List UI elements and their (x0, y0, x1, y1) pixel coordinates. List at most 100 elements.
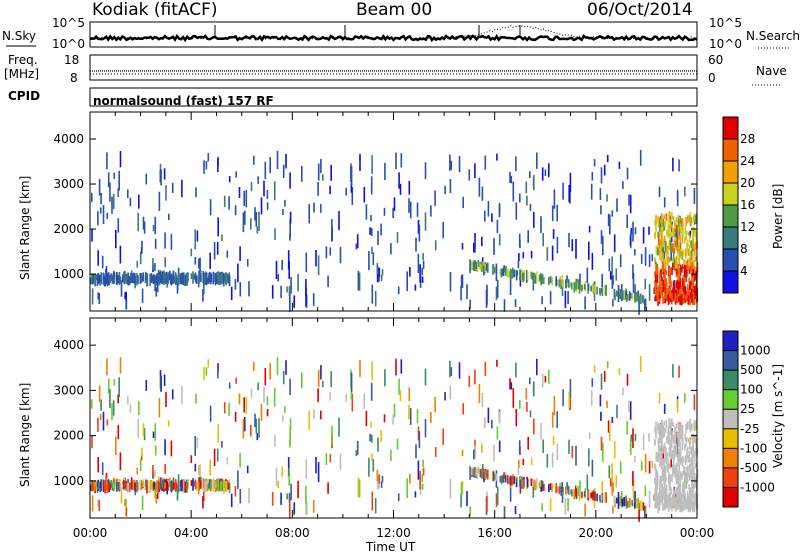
power-mark (174, 272, 177, 284)
power-mark (679, 274, 681, 282)
power-mark (567, 291, 569, 305)
velocity-mark (676, 399, 679, 413)
power-mark (96, 273, 99, 286)
velocity-mark (118, 377, 120, 397)
power-mark (675, 244, 678, 251)
velocity-mark (674, 503, 677, 512)
power-mark (533, 272, 536, 284)
velocity-mark (485, 470, 488, 478)
power-mark (374, 291, 377, 307)
velocity-mark (227, 480, 229, 490)
power-mark (543, 277, 545, 284)
power-mark (159, 270, 162, 283)
velocity-mark (549, 483, 552, 491)
power-ytick-label: 4000 (53, 132, 84, 146)
velocity-mark (450, 367, 453, 377)
power-mark (419, 264, 421, 283)
velocity-mark (625, 502, 628, 509)
power-mark (667, 290, 670, 300)
power-mark (540, 216, 542, 233)
power-mark (493, 238, 495, 255)
velocity-mark (682, 495, 685, 506)
power-mark (512, 181, 515, 202)
velocity-mark (121, 484, 124, 490)
velocity-mark (158, 398, 161, 418)
power-mark (368, 251, 370, 271)
power-mark (495, 286, 498, 301)
power-mark (216, 275, 218, 283)
power-mark (656, 274, 659, 283)
power-mark (566, 275, 568, 283)
power-mark (250, 182, 253, 192)
velocity-mark (692, 502, 695, 509)
power-mark (671, 243, 674, 253)
velocity-mark (408, 387, 411, 402)
velocity-mark (612, 506, 614, 514)
power-mark (351, 187, 354, 205)
power-mark (408, 180, 411, 195)
power-mark (99, 274, 102, 282)
velocity-mark (91, 480, 93, 489)
power-mark (653, 287, 655, 294)
velocity-mark (380, 481, 383, 488)
velocity-mark (97, 456, 99, 473)
power-mark (190, 248, 193, 257)
power-mark (97, 292, 99, 300)
power-mark (478, 177, 481, 197)
power-mark (228, 176, 231, 183)
velocity-mark (117, 424, 120, 440)
velocity-mark (458, 362, 461, 379)
velocity-mark (658, 442, 660, 447)
power-mark (688, 277, 690, 283)
velocity-mark (663, 472, 665, 479)
velocity-mark (681, 441, 684, 450)
power-mark (91, 228, 93, 242)
velocity-mark (680, 424, 683, 434)
power-mark (575, 239, 577, 259)
power-mark (217, 217, 219, 237)
power-mark (591, 171, 594, 181)
velocity-mark (621, 498, 624, 507)
velocity-mark (500, 475, 503, 485)
velocity-mark (677, 421, 679, 426)
velocity-mark (642, 502, 645, 511)
power-mark (110, 273, 112, 281)
velocity-mark (217, 478, 219, 491)
power-mark (553, 189, 556, 209)
power-mark (495, 267, 498, 274)
power-mark (688, 265, 690, 271)
power-mark (630, 292, 632, 299)
power-mark (692, 260, 695, 269)
power-mark (257, 176, 259, 184)
power-mark (629, 194, 632, 214)
power-mark (141, 275, 143, 283)
velocity-mark (675, 443, 678, 452)
velocity-mark (654, 477, 656, 484)
velocity-mark (694, 434, 697, 440)
velocity-mark (222, 480, 225, 493)
cpid-panel-frame (89, 87, 698, 107)
velocity-mark (93, 480, 96, 491)
power-mark (469, 299, 471, 310)
velocity-mark (519, 484, 522, 494)
power-mark (689, 251, 691, 256)
velocity-mark (577, 486, 580, 497)
power-mark (248, 281, 250, 297)
power-mark (507, 268, 509, 277)
power-mark (682, 283, 684, 291)
power-mark (639, 149, 642, 166)
power-mark (571, 282, 573, 290)
velocity-mark (146, 479, 149, 493)
power-mark (230, 286, 233, 301)
power-cbar-swatch (723, 117, 738, 140)
power-mark (285, 153, 287, 169)
velocity-mark (145, 380, 148, 391)
power-mark (665, 278, 668, 287)
velocity-mark (317, 388, 319, 403)
power-mark (657, 287, 659, 298)
velocity-mark (659, 479, 661, 487)
power-mark (674, 293, 677, 300)
velocity-mark (695, 447, 697, 457)
power-mark (129, 277, 131, 283)
power-mark (196, 275, 198, 284)
